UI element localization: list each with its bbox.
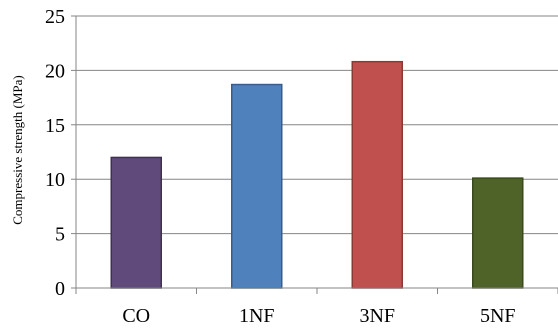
x-tick-label-5nf: 5NF <box>480 305 516 327</box>
y-tick-label: 20 <box>45 60 65 82</box>
x-tick-labels: CO 1NF 3NF 5NF <box>75 288 558 327</box>
y-axis-title: Compressive strength (MPa) <box>10 75 25 224</box>
bar-3nf <box>351 60 403 289</box>
bar-5nf <box>472 177 524 289</box>
y-tick-label: 15 <box>45 115 65 137</box>
x-tick-label-1nf: 1NF <box>239 305 275 327</box>
y-tick-label: 10 <box>45 169 65 191</box>
y-tick-labels: 0 5 10 15 20 25 <box>45 6 76 300</box>
y-tick-label: 5 <box>55 224 65 246</box>
bar-1nf <box>231 83 283 289</box>
bars <box>110 60 524 289</box>
x-tick-label-3nf: 3NF <box>359 305 395 327</box>
x-tick-label-co: CO <box>122 305 150 327</box>
bar-co <box>110 156 162 289</box>
y-tick-label: 0 <box>55 278 65 300</box>
y-tick-label: 25 <box>45 6 65 28</box>
